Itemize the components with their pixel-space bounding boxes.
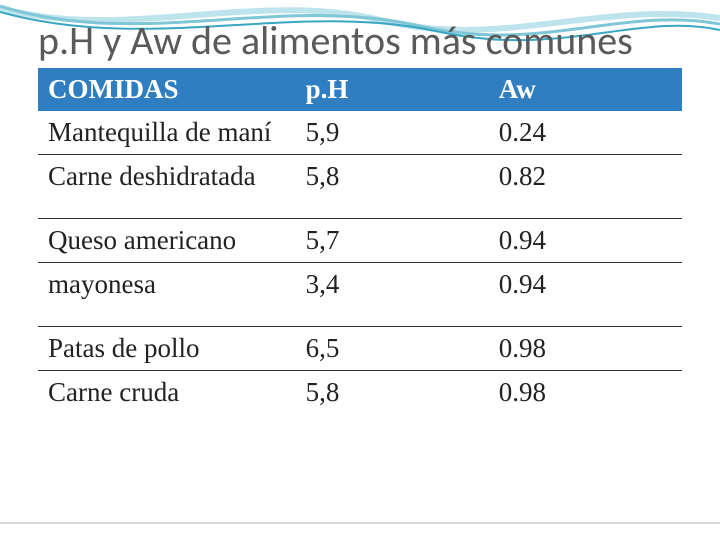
table-row: Queso americano5,70.94 (38, 219, 682, 263)
table-cell: 5,9 (296, 111, 489, 155)
table-cell: 0.98 (489, 327, 682, 371)
table-cell: mayonesa (38, 263, 296, 327)
table-cell: Queso americano (38, 219, 296, 263)
table-cell: 5,8 (296, 371, 489, 415)
table-cell: 0.82 (489, 155, 682, 219)
slide-title: p.H y Aw de alimentos más comunes (38, 20, 682, 62)
table-cell: 6,5 (296, 327, 489, 371)
col-header: Aw (489, 68, 682, 111)
table-row: Patas de pollo6,50.98 (38, 327, 682, 371)
col-header: COMIDAS (38, 68, 296, 111)
table-cell: Patas de pollo (38, 327, 296, 371)
table-cell: 0.94 (489, 263, 682, 327)
food-ph-aw-table: COMIDASp.HAw Mantequilla de maní5,90.24C… (38, 68, 682, 414)
table-row: mayonesa3,40.94 (38, 263, 682, 327)
table-row: Carne deshidratada5,80.82 (38, 155, 682, 219)
table-cell: 5,7 (296, 219, 489, 263)
table-cell: Carne cruda (38, 371, 296, 415)
table-cell: 0.98 (489, 371, 682, 415)
bottom-divider (0, 522, 720, 524)
table-cell: Mantequilla de maní (38, 111, 296, 155)
table-header-row: COMIDASp.HAw (38, 68, 682, 111)
table-cell: Carne deshidratada (38, 155, 296, 219)
table-cell: 0.94 (489, 219, 682, 263)
table-row: Mantequilla de maní5,90.24 (38, 111, 682, 155)
table-cell: 5,8 (296, 155, 489, 219)
table-cell: 3,4 (296, 263, 489, 327)
col-header: p.H (296, 68, 489, 111)
table-cell: 0.24 (489, 111, 682, 155)
table-row: Carne cruda5,80.98 (38, 371, 682, 415)
